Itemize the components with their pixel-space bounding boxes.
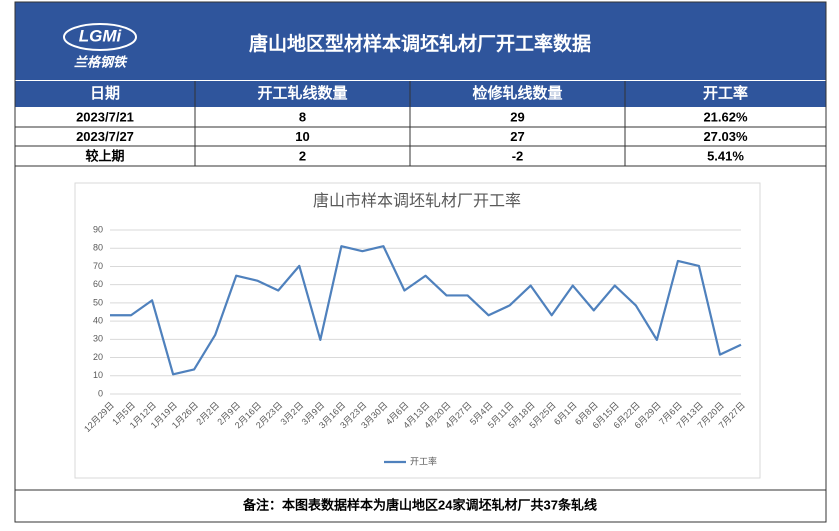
- table-cell: 2023/7/21: [76, 109, 134, 124]
- table-cell: 2023/7/27: [76, 129, 134, 144]
- y-tick-label: 0: [98, 388, 103, 398]
- y-tick-label: 40: [93, 315, 103, 325]
- outer-border: [14, 1, 827, 523]
- table-cell: 5.41%: [707, 148, 744, 163]
- table-header: [15, 81, 826, 107]
- table-cell: 8: [299, 109, 306, 124]
- column-header: 开工轧线数量: [257, 84, 347, 102]
- footnote: 备注：本图表数据样本为唐山地区24家调坯轧材厂共37条轧线: [242, 497, 597, 512]
- chart-title: 唐山市样本调坯轧材厂开工率: [313, 192, 521, 210]
- table-cell: 29: [510, 109, 524, 124]
- data-line: [110, 245, 742, 376]
- y-tick-label: 10: [93, 370, 103, 380]
- y-tick-label: 70: [93, 261, 103, 271]
- header-band: [15, 2, 826, 80]
- x-tick-label: 12月29日: [82, 400, 116, 434]
- table: 日期 开工轧线数量 检修轧线数量 开工率 2023/7/21 8 29 21.62% 2023/…: [15, 81, 826, 167]
- column-header: 日期: [90, 84, 120, 102]
- legend-label: 开工率: [410, 455, 437, 466]
- table-cell: 21.62%: [703, 109, 748, 124]
- table-cell: 27.03%: [703, 129, 748, 144]
- y-tick-label: 90: [93, 224, 103, 234]
- logo-subtitle: 兰格钢铁: [74, 54, 128, 69]
- y-tick-label: 30: [93, 334, 103, 344]
- column-header: 开工率: [703, 84, 748, 102]
- page-title: 唐山地区型材样本调坯轧材厂开工率数据: [249, 32, 591, 55]
- y-tick-label: 60: [93, 279, 103, 289]
- table-cell: 较上期: [85, 148, 124, 163]
- table-cell: -2: [512, 148, 524, 163]
- y-tick-label: 20: [93, 352, 103, 362]
- y-tick-label: 50: [93, 297, 103, 307]
- logo-text: LGMi: [79, 26, 123, 45]
- chart-frame: [74, 182, 761, 479]
- table-cell: 2: [299, 148, 306, 163]
- y-tick-label: 80: [93, 243, 103, 253]
- logo-ring: [63, 23, 137, 51]
- table-cell: 10: [295, 129, 309, 144]
- table-cell: 27: [510, 129, 524, 144]
- column-header: 检修轧线数量: [472, 84, 562, 102]
